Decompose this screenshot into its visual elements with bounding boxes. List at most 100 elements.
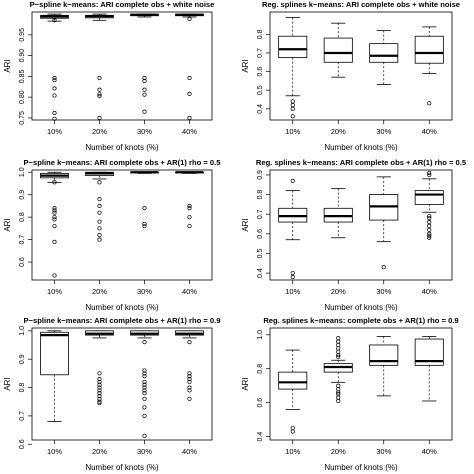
y-tick-label: 0.9 (257, 170, 264, 180)
outlier-point (52, 208, 57, 213)
y-tick-label: 0.6 (19, 439, 26, 449)
outlier-point (187, 388, 192, 393)
outlier-point (187, 374, 192, 379)
panel-title: Reg. splines k−means: complete obs + AR(… (263, 316, 458, 325)
y-tick-label: 0.4 (257, 432, 264, 442)
y-tick-label: 0.4 (257, 268, 264, 278)
y-tick-label: 0.6 (257, 229, 264, 239)
outlier-point (187, 75, 192, 81)
box-body (414, 190, 444, 205)
box-20pct (323, 22, 353, 78)
outlier-point (336, 346, 341, 351)
outlier-point (142, 379, 147, 384)
outlier-point (290, 103, 295, 108)
outlier-point (290, 426, 295, 431)
box-40pct (414, 26, 444, 106)
x-axis-label: Number of knots (%) (324, 303, 398, 312)
y-tick-label: 1.0 (257, 330, 264, 340)
panel-title: Reg. splines k−means: ARI complete obs +… (262, 0, 460, 9)
y-tick-label: 0.5 (257, 85, 264, 95)
outlier-point (142, 221, 147, 226)
panel-title: P−spline k−means: ARI complete obs + AR(… (24, 158, 222, 167)
outlier-point (142, 374, 147, 379)
panel-1: P−spline k−means: ARI complete obs + whi… (3, 0, 214, 152)
x-tick-label: 10% (47, 447, 62, 456)
box-body (278, 35, 308, 59)
outlier-point (142, 224, 147, 229)
outlier-point (97, 237, 102, 242)
outlier-point (97, 376, 102, 382)
x-tick-label: 30% (376, 287, 391, 296)
outlier-point (142, 92, 147, 97)
x-axis-label: Number of knots (%) (324, 463, 398, 472)
x-tick-label: 20% (92, 287, 107, 296)
box-20pct (323, 188, 353, 239)
outlier-point (336, 339, 341, 344)
y-tick-label: 0.80 (19, 90, 26, 104)
outlier-point (187, 115, 192, 120)
outlier-point (142, 433, 147, 438)
outlier-point (427, 227, 432, 232)
y-tick-label: 0.7 (257, 209, 264, 219)
outlier-point (427, 216, 432, 221)
outlier-point (52, 75, 57, 81)
outlier-point (187, 379, 192, 384)
plot-frame (269, 11, 453, 121)
panel-2: Reg. splines k−means: ARI complete obs +… (241, 0, 460, 152)
x-axis-label: Number of knots (%) (324, 143, 398, 152)
outlier-point (142, 87, 147, 92)
panel-title: P−spline k−means: ARI complete obs + whi… (30, 0, 215, 9)
x-tick-label: 20% (331, 447, 346, 456)
y-tick-label: 0.9 (19, 190, 26, 200)
x-tick-label: 30% (376, 447, 391, 456)
y-axis-label: ARI (3, 59, 12, 72)
box-body (369, 43, 399, 63)
outlier-point (52, 215, 57, 220)
panel-5: P−spline k−means: ARI complete obs + AR(… (3, 316, 220, 472)
box-30pct (369, 30, 399, 86)
box-40pct (175, 13, 204, 120)
outlier-point (97, 388, 102, 393)
y-tick-label: 0.4 (257, 104, 264, 114)
box-body (369, 344, 399, 366)
box-30pct (369, 176, 399, 270)
outlier-point (336, 342, 341, 348)
outlier-point (427, 172, 432, 177)
outlier-point (142, 405, 147, 410)
outlier-point (142, 385, 147, 390)
box-40pct (175, 171, 204, 229)
box-10pct (278, 349, 308, 434)
outlier-point (52, 18, 57, 23)
plot-frame (269, 169, 453, 281)
y-tick-label: 0.75 (19, 111, 26, 125)
outlier-point (52, 239, 57, 244)
outlier-point (187, 371, 192, 376)
outlier-point (427, 214, 432, 219)
y-tick-label: 0.85 (19, 69, 26, 83)
x-tick-label: 10% (285, 287, 300, 296)
outlier-point (52, 210, 57, 215)
outlier-point (336, 353, 341, 358)
outlier-point (290, 429, 295, 434)
y-tick-label: 1.0 (19, 167, 26, 177)
x-tick-label: 40% (422, 287, 437, 296)
outlier-point (427, 223, 432, 229)
y-tick-label: 0.8 (257, 29, 264, 39)
outlier-point (336, 349, 341, 354)
y-tick-label: 0.5 (257, 249, 264, 259)
outlier-point (187, 376, 192, 382)
outlier-point (52, 116, 57, 121)
box-10pct (40, 171, 69, 278)
outlier-point (52, 224, 57, 229)
outlier-point (142, 340, 147, 345)
outlier-point (52, 217, 57, 222)
y-tick-label: 0.8 (257, 190, 264, 200)
outlier-point (142, 78, 147, 84)
y-tick-label: 0.8 (257, 364, 264, 374)
outlier-point (142, 382, 147, 387)
outlier-point (97, 197, 102, 202)
outlier-point (381, 265, 386, 270)
outlier-point (290, 106, 295, 111)
y-axis-label: ARI (241, 218, 250, 231)
box-40pct (175, 330, 204, 401)
